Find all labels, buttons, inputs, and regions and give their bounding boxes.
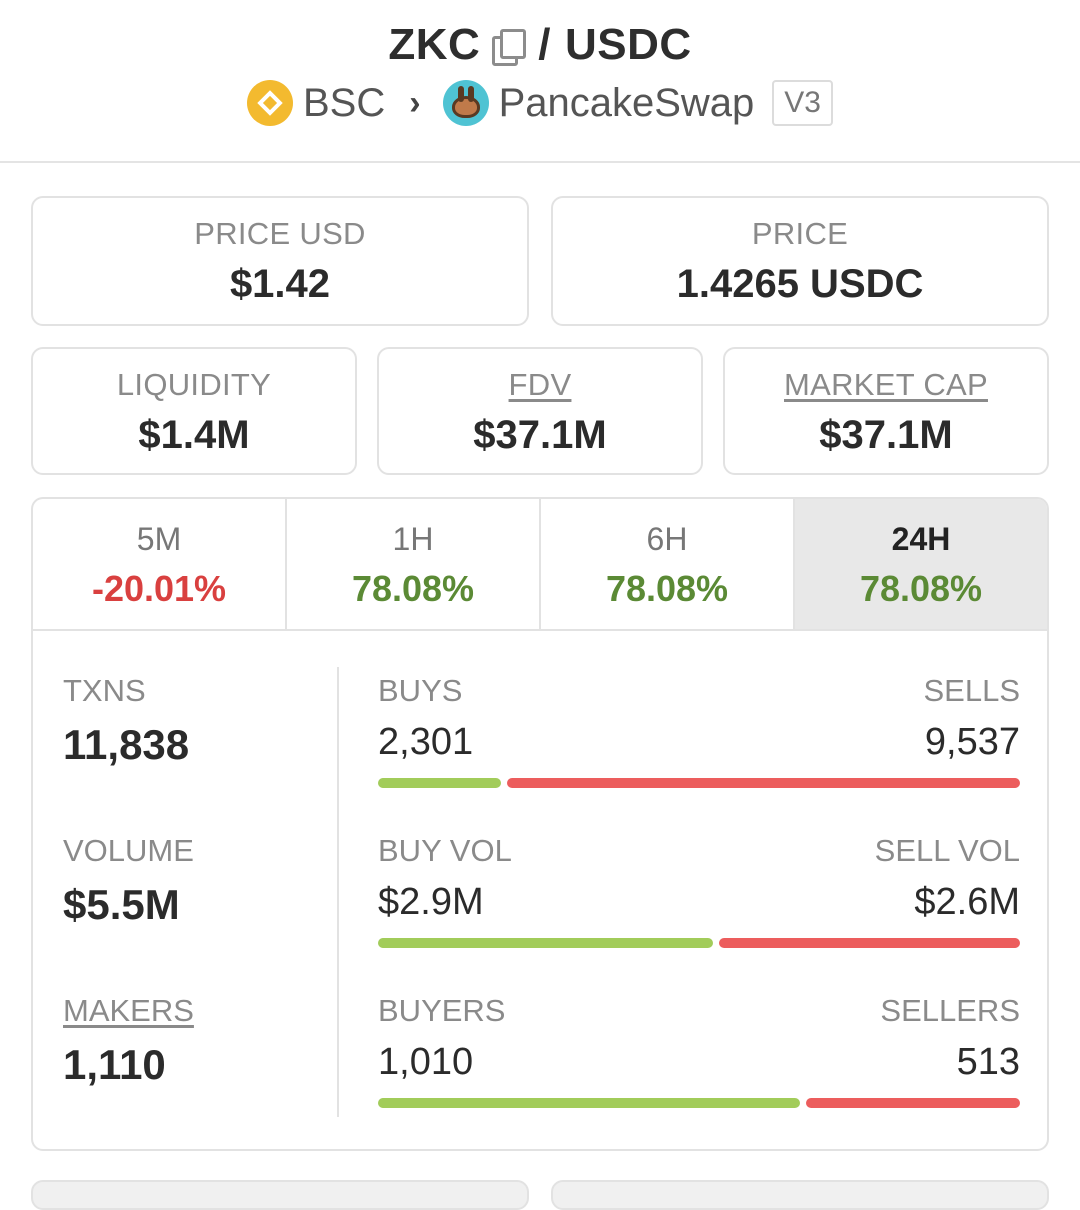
buy-bar bbox=[378, 778, 501, 788]
tab-1h[interactable]: 1H 78.08% bbox=[287, 499, 541, 631]
tab-label: 24H bbox=[891, 521, 951, 557]
volume-label: VOLUME bbox=[63, 833, 194, 868]
buy-bar bbox=[378, 1098, 800, 1108]
fdv-label[interactable]: FDV bbox=[508, 367, 572, 402]
price-quote-label: PRICE bbox=[751, 216, 849, 251]
copy-icon[interactable] bbox=[490, 28, 527, 66]
pancakeswap-icon bbox=[442, 80, 489, 126]
chevron-right-icon: › bbox=[409, 83, 421, 122]
pair-header: ZKC / USDC BSC › PancakeSwap V3 bbox=[0, 0, 1080, 163]
tab-change-value: 78.08% bbox=[605, 568, 729, 609]
buys-value: 2,301 bbox=[378, 721, 474, 763]
market-cap-value: $37.1M bbox=[819, 413, 953, 457]
bottom-card-right bbox=[551, 1180, 1049, 1210]
txns-ratio-bar bbox=[378, 778, 1020, 788]
buy-sell-volume-stat: BUY VOL $2.9M SELL VOL $2.6M bbox=[378, 833, 1020, 948]
tab-label: 1H bbox=[392, 521, 434, 557]
quote-token-symbol: USDC bbox=[564, 20, 692, 69]
liquidity-value: $1.4M bbox=[138, 413, 250, 457]
price-usd-card: PRICE USD $1.42 bbox=[31, 196, 529, 326]
buys-label: BUYS bbox=[378, 673, 463, 708]
pair-separator: / bbox=[538, 20, 551, 69]
buy-vol-value: $2.9M bbox=[378, 881, 484, 923]
makers-stat: MAKERS 1,110 bbox=[63, 993, 194, 1089]
pair-title: ZKC / USDC bbox=[0, 20, 1080, 70]
txns-label: TXNS bbox=[63, 673, 146, 708]
buyers-label: BUYERS bbox=[378, 993, 506, 1028]
buyers-value: 1,010 bbox=[378, 1041, 474, 1083]
txns-stat: TXNS 11,838 bbox=[63, 673, 189, 769]
makers-ratio-bar bbox=[378, 1098, 1020, 1108]
market-cap-label[interactable]: MARKET CAP bbox=[784, 367, 988, 402]
buyers-sellers-stat: BUYERS 1,010 SELLERS 513 bbox=[378, 993, 1020, 1108]
tab-change-value: 78.08% bbox=[351, 568, 475, 609]
breadcrumb: BSC › PancakeSwap V3 bbox=[0, 80, 1080, 126]
sell-bar bbox=[806, 1098, 1020, 1108]
sell-vol-value: $2.6M bbox=[914, 881, 1020, 923]
bottom-card-left bbox=[31, 1180, 529, 1210]
tab-24h[interactable]: 24H 78.08% bbox=[795, 499, 1047, 631]
liquidity-label: LIQUIDITY bbox=[116, 367, 272, 402]
tab-5m[interactable]: 5M -20.01% bbox=[33, 499, 287, 631]
sellers-value: 513 bbox=[956, 1041, 1020, 1083]
buy-vol-label: BUY VOL bbox=[378, 833, 512, 868]
dex-link[interactable]: PancakeSwap bbox=[498, 80, 755, 125]
txns-value: 11,838 bbox=[63, 721, 190, 768]
sell-bar bbox=[719, 938, 1020, 948]
trade-stats-panel: TXNS 11,838 VOLUME $5.5M MAKERS 1,110 BU… bbox=[31, 629, 1049, 1151]
sells-label: SELLS bbox=[923, 673, 1020, 708]
fdv-card: FDV $37.1M bbox=[377, 347, 703, 475]
tab-label: 5M bbox=[136, 521, 182, 557]
price-usd-label: PRICE USD bbox=[194, 216, 366, 251]
timeframe-tabs: 5M -20.01% 1H 78.08% 6H 78.08% 24H 78.08… bbox=[31, 497, 1049, 631]
tab-change-value: 78.08% bbox=[859, 568, 983, 609]
volume-ratio-bar bbox=[378, 938, 1020, 948]
volume-stat: VOLUME $5.5M bbox=[63, 833, 194, 929]
sells-value: 9,537 bbox=[924, 721, 1020, 763]
price-usd-value: $1.42 bbox=[229, 262, 331, 306]
buys-sells-stat: BUYS 2,301 SELLS 9,537 bbox=[378, 673, 1020, 788]
tab-6h[interactable]: 6H 78.08% bbox=[541, 499, 795, 631]
version-badge: V3 bbox=[772, 80, 833, 126]
liquidity-card: LIQUIDITY $1.4M bbox=[31, 347, 357, 475]
fdv-value: $37.1M bbox=[473, 413, 607, 457]
bsc-chain-icon bbox=[246, 80, 293, 126]
makers-label[interactable]: MAKERS bbox=[63, 993, 194, 1028]
market-cap-card: MARKET CAP $37.1M bbox=[723, 347, 1049, 475]
buy-bar bbox=[378, 938, 713, 948]
makers-value: 1,110 bbox=[63, 1041, 166, 1088]
price-quote-card: PRICE 1.4265 USDC bbox=[551, 196, 1049, 326]
stats-divider bbox=[337, 667, 339, 1117]
tab-change-value: -20.01% bbox=[91, 568, 227, 609]
base-token-symbol: ZKC bbox=[388, 20, 481, 69]
tab-label: 6H bbox=[646, 521, 688, 557]
sellers-label: SELLERS bbox=[880, 993, 1020, 1028]
chain-link[interactable]: BSC bbox=[302, 80, 386, 125]
sell-bar bbox=[507, 778, 1020, 788]
sell-vol-label: SELL VOL bbox=[874, 833, 1020, 868]
volume-value: $5.5M bbox=[63, 881, 180, 928]
price-quote-value: 1.4265 USDC bbox=[676, 262, 924, 306]
